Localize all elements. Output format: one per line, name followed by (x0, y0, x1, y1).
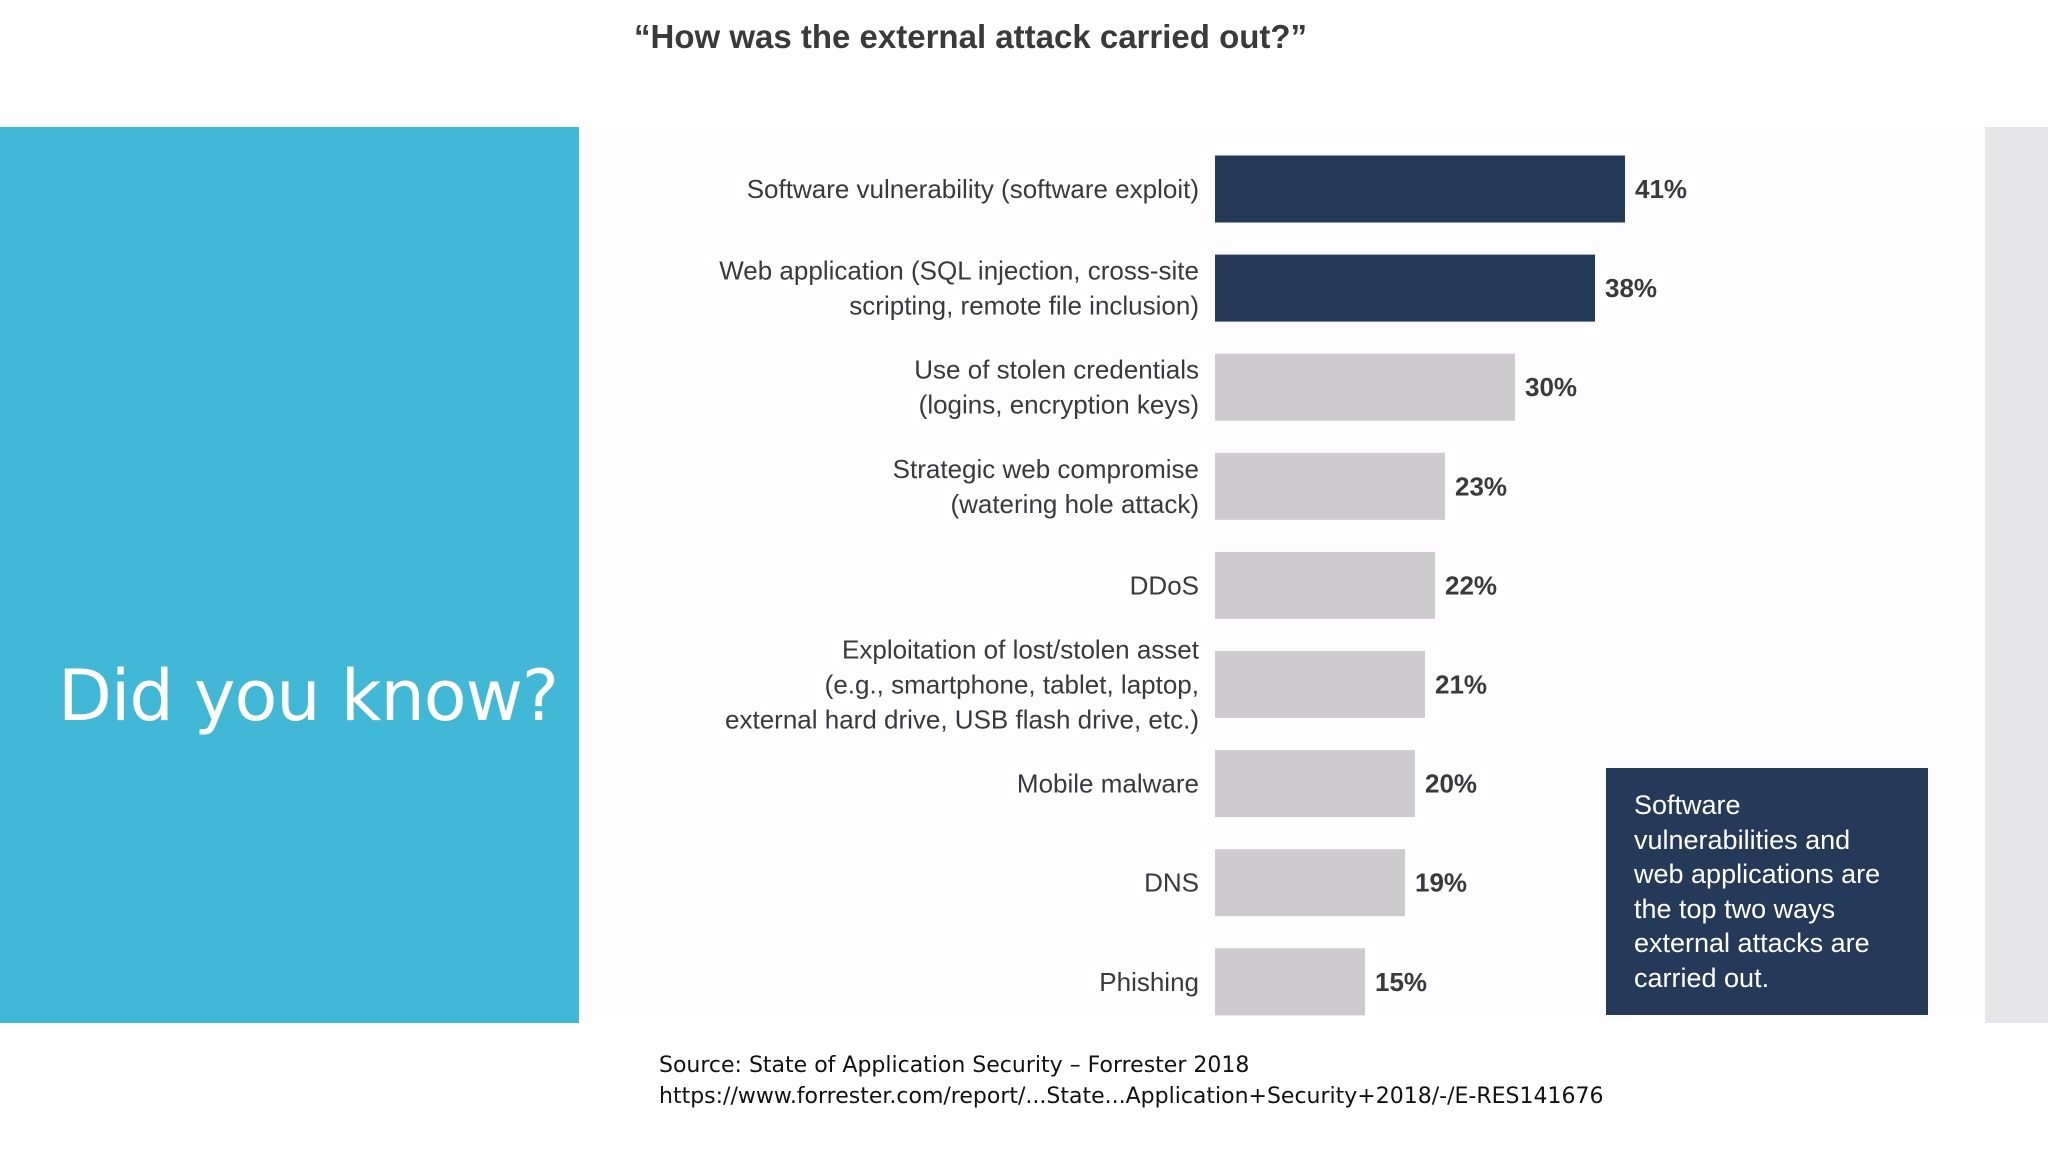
slide-heading: Did you know? (58, 655, 559, 737)
category-label-7-line-1: Mobile malware (1017, 769, 1199, 799)
accent-panel: Did you know? (0, 127, 579, 1023)
category-label-5-line-1: DDoS (1130, 570, 1199, 600)
category-label-1-line-1: Software vulnerability (software exploit… (747, 174, 1199, 204)
value-label-3: 30% (1525, 372, 1577, 402)
value-label-5: 22% (1445, 570, 1497, 600)
category-label-6-line-1: Exploitation of lost/stolen asset (842, 635, 1200, 665)
bar-4 (1215, 452, 1445, 520)
callout-text: Software vulnerabilities and web applica… (1634, 790, 1881, 993)
value-label-1: 41% (1635, 174, 1687, 204)
value-label-8: 19% (1415, 868, 1467, 898)
bar-6 (1215, 651, 1425, 718)
category-label-4-line-1: Strategic web compromise (893, 454, 1199, 484)
bar-8 (1215, 849, 1405, 917)
value-label-2: 38% (1605, 273, 1657, 303)
source-url: https://www.forrester.com/report/...Stat… (659, 1084, 1604, 1109)
source-line: Source: State of Application Security – … (659, 1053, 1250, 1078)
callout-box: Software vulnerabilities and web applica… (1606, 768, 1928, 1015)
bar-2 (1215, 254, 1595, 322)
category-label-2-line-1: Web application (SQL injection, cross-si… (719, 256, 1199, 286)
value-label-6: 21% (1435, 670, 1487, 700)
bar-3 (1215, 353, 1515, 421)
chart-title: “How was the external attack carried out… (634, 18, 1308, 55)
value-label-9: 15% (1375, 967, 1427, 997)
category-label-3-line-2: (logins, encryption keys) (919, 390, 1199, 420)
bar-9 (1215, 948, 1365, 1016)
category-label-4-line-2: (watering hole attack) (950, 489, 1199, 519)
bar-5 (1215, 551, 1435, 619)
bar-7 (1215, 750, 1415, 818)
category-label-2-line-2: scripting, remote file inclusion) (849, 291, 1199, 321)
value-label-7: 20% (1425, 769, 1477, 799)
bar-1 (1215, 155, 1625, 223)
category-label-6-line-3: external hard drive, USB flash drive, et… (725, 705, 1199, 735)
value-label-4: 23% (1455, 471, 1507, 501)
source-citation: Source: State of Application Security – … (659, 1050, 1603, 1112)
category-label-3-line-1: Use of stolen credentials (914, 355, 1199, 385)
category-label-9-line-1: Phishing (1099, 967, 1199, 997)
category-label-6-line-2: (e.g., smartphone, tablet, laptop, (825, 670, 1199, 700)
category-label-8-line-1: DNS (1144, 868, 1199, 898)
right-strip (1985, 127, 2048, 1023)
